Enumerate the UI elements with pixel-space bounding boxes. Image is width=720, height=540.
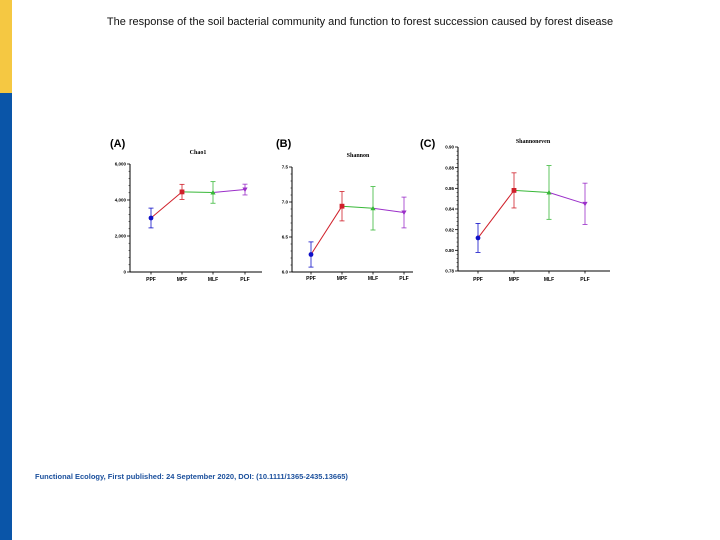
figure-caption: Functional Ecology, First published: 24 … bbox=[35, 472, 348, 481]
series-segment bbox=[212, 189, 246, 193]
data-point bbox=[242, 187, 248, 193]
y-tick-label: 6,000 bbox=[115, 162, 127, 167]
accent-bar-blue bbox=[0, 93, 12, 540]
series-segment bbox=[310, 205, 343, 255]
x-tick-label: PPF bbox=[146, 277, 156, 283]
x-tick-label: MPF bbox=[337, 276, 348, 282]
x-tick-label: MLF bbox=[368, 276, 378, 282]
x-tick-label: PLF bbox=[399, 276, 408, 282]
chart-title: Shannoneven bbox=[516, 139, 551, 145]
x-tick-label: PPF bbox=[306, 276, 316, 282]
series-segment bbox=[150, 191, 183, 219]
data-point bbox=[339, 203, 345, 209]
x-tick-label: PLF bbox=[580, 277, 589, 283]
panel-label: (B) bbox=[276, 138, 292, 150]
x-tick-label: MLF bbox=[208, 277, 218, 283]
data-point bbox=[511, 188, 517, 193]
panel-label: (A) bbox=[110, 138, 126, 150]
y-tick-label: 0.82 bbox=[445, 227, 454, 232]
accent-bar-yellow bbox=[0, 0, 12, 93]
series-segment bbox=[477, 190, 515, 239]
y-tick-label: 0.84 bbox=[445, 207, 454, 212]
data-point bbox=[308, 252, 314, 257]
y-tick-label: 6.5 bbox=[282, 235, 289, 240]
data-point bbox=[475, 235, 481, 241]
series-segment bbox=[548, 191, 586, 205]
y-tick-label: 0 bbox=[123, 270, 126, 275]
y-tick-label: 7.5 bbox=[282, 165, 289, 170]
data-point bbox=[179, 189, 185, 195]
data-point bbox=[370, 205, 376, 211]
series-segment bbox=[513, 189, 550, 193]
x-tick-label: MLF bbox=[544, 277, 554, 283]
y-tick-label: 0.80 bbox=[445, 248, 454, 253]
slide-title: The response of the soil bacterial commu… bbox=[106, 16, 614, 28]
series-segment bbox=[341, 205, 374, 209]
chart-title: Chao1 bbox=[190, 150, 207, 156]
chart-title: Shannon bbox=[347, 153, 370, 159]
y-tick-label: 0.78 bbox=[445, 269, 454, 274]
x-tick-label: MPF bbox=[177, 277, 188, 283]
y-tick-label: 0.90 bbox=[445, 145, 454, 150]
data-point bbox=[148, 215, 154, 221]
x-tick-label: PPF bbox=[473, 277, 483, 283]
y-tick-label: 6.0 bbox=[282, 270, 289, 275]
data-point bbox=[582, 201, 588, 207]
x-tick-label: MPF bbox=[509, 277, 520, 283]
y-tick-label: 2,000 bbox=[115, 234, 127, 239]
data-point bbox=[210, 189, 216, 195]
series-segment bbox=[181, 191, 214, 193]
data-point bbox=[401, 210, 407, 216]
y-tick-label: 0.86 bbox=[445, 186, 454, 191]
y-tick-label: 4,000 bbox=[115, 198, 127, 203]
series-segment bbox=[372, 207, 405, 213]
y-tick-label: 7.0 bbox=[282, 200, 289, 205]
panel-label: (C) bbox=[420, 138, 436, 150]
x-tick-label: PLF bbox=[240, 277, 249, 283]
y-tick-label: 0.88 bbox=[445, 165, 454, 170]
data-point bbox=[546, 189, 552, 195]
